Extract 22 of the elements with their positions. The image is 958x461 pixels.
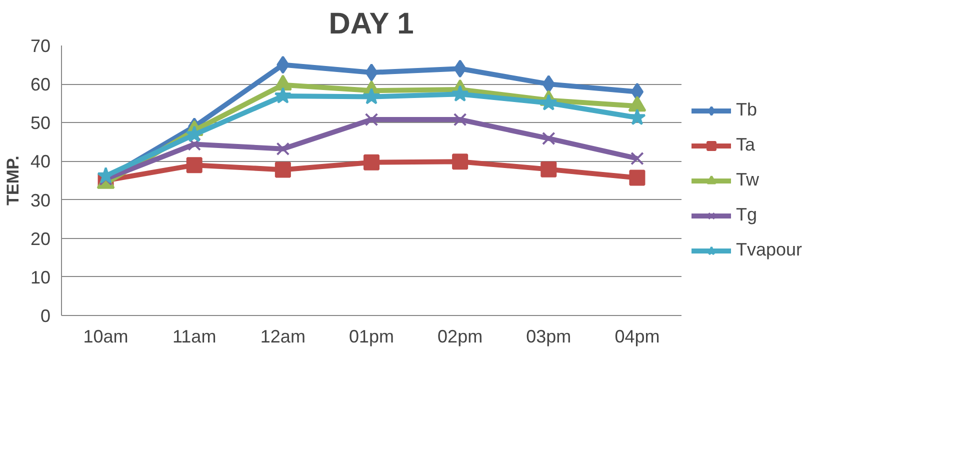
chart-title: DAY 1 xyxy=(328,8,414,40)
legend-label: Tb xyxy=(736,100,758,120)
x-tick-label: 12am xyxy=(260,326,306,346)
y-tick-label: 50 xyxy=(30,113,51,134)
y-tick-label: 70 xyxy=(30,36,51,56)
legend-label: Tg xyxy=(736,204,758,226)
x-tick-label: 04pm xyxy=(614,326,660,346)
x-tick-label: 01pm xyxy=(348,326,394,346)
x-tick-label: 02pm xyxy=(438,326,483,346)
x-tick-label: 10am xyxy=(83,326,128,346)
x-tick-label: 03pm xyxy=(526,326,572,346)
x-tick-label: 11am xyxy=(172,326,216,346)
y-tick-label: 0 xyxy=(40,306,51,326)
y-tick-label: 20 xyxy=(30,228,51,249)
legend-label: Tvapour xyxy=(736,240,802,260)
y-axis-title: TEMP. xyxy=(3,156,22,206)
legend-label: Tw xyxy=(736,170,760,190)
y-tick-label: 40 xyxy=(30,152,51,172)
y-tick-label: 30 xyxy=(30,190,51,210)
y-tick-label: 10 xyxy=(30,267,51,288)
legend-label: Ta xyxy=(736,134,756,156)
y-tick-label: 60 xyxy=(30,74,51,95)
